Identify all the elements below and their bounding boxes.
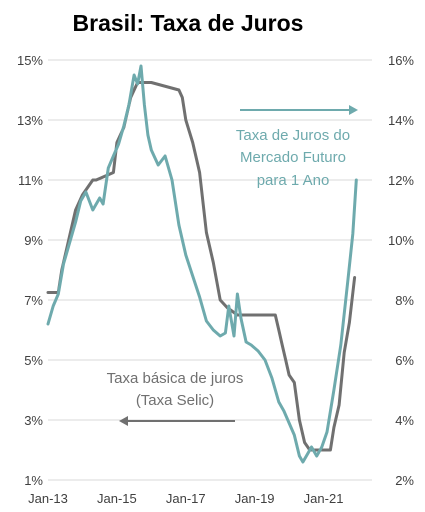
right-tick-label: 8% <box>395 293 414 308</box>
right-tick-label: 10% <box>388 233 414 248</box>
left-tick-label: 11% <box>18 173 43 188</box>
left-y-axis: 1% 3% 5% 7% 9% 11% 13% 15% <box>17 53 43 488</box>
series-label-line: para 1 Ano <box>257 172 330 189</box>
series-label-line: Taxa de Juros do <box>236 127 350 144</box>
right-tick-label: 16% <box>388 53 414 68</box>
x-tick-label: Jan-17 <box>166 491 206 506</box>
gridlines <box>48 59 372 481</box>
right-tick-label: 12% <box>388 173 414 188</box>
future-rate-line <box>46 64 358 464</box>
left-tick-label: 7% <box>24 293 43 308</box>
selic-rate-line <box>46 81 357 452</box>
arrow-left-icon <box>119 416 128 426</box>
x-tick-label: Jan-15 <box>97 491 137 506</box>
left-tick-label: 5% <box>24 353 43 368</box>
left-tick-label: 9% <box>24 233 43 248</box>
series-label-line: (Taxa Selic) <box>136 392 214 409</box>
x-axis: Jan-13 Jan-15 Jan-17 Jan-19 Jan-21 <box>28 491 343 506</box>
right-tick-label: 6% <box>395 353 414 368</box>
left-tick-label: 13% <box>17 113 43 128</box>
right-y-axis: 2% 4% 6% 8% 10% 12% 14% 16% <box>388 53 414 488</box>
left-tick-label: 15% <box>17 53 43 68</box>
series-label-line: Mercado Futuro <box>240 149 346 166</box>
chart-title: Brasil: Taxa de Juros <box>73 10 304 36</box>
series-label-line: Taxa básica de juros <box>107 370 244 387</box>
left-tick-label: 1% <box>24 473 43 488</box>
x-tick-label: Jan-21 <box>304 491 344 506</box>
annotations: Taxa de Juros do Mercado Futuro para 1 Ano… <box>107 105 358 426</box>
arrow-right-icon <box>349 105 358 115</box>
left-tick-label: 3% <box>24 413 43 428</box>
series-lines <box>46 64 358 464</box>
selic-rate-label: Taxa básica de juros (Taxa Selic) <box>107 370 244 426</box>
right-tick-label: 4% <box>395 413 414 428</box>
x-tick-label: Jan-13 <box>28 491 68 506</box>
x-tick-label: Jan-19 <box>235 491 275 506</box>
right-tick-label: 2% <box>395 473 414 488</box>
right-tick-label: 14% <box>388 113 414 128</box>
future-rate-label: Taxa de Juros do Mercado Futuro para 1 Ano <box>236 105 358 189</box>
